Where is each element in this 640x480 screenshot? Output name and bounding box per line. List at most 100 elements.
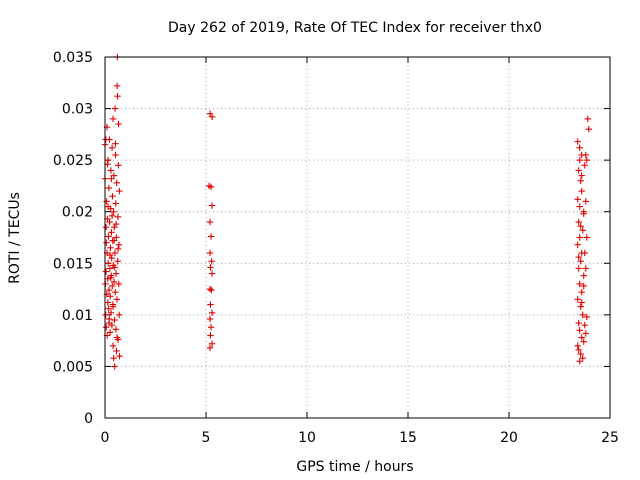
data-point xyxy=(104,156,112,164)
y-tick-label: 0.02 xyxy=(62,205,93,221)
data-point xyxy=(112,200,119,207)
data-point xyxy=(109,342,117,349)
data-point xyxy=(208,309,216,316)
data-point xyxy=(112,140,119,147)
data-point xyxy=(108,254,115,262)
data-point xyxy=(206,344,214,352)
data-point xyxy=(578,151,585,159)
data-point xyxy=(575,167,582,174)
data-point xyxy=(109,303,117,310)
data-point xyxy=(207,183,215,191)
data-point xyxy=(106,136,113,143)
y-tick-label: 0.01 xyxy=(62,308,93,324)
data-point xyxy=(114,213,122,221)
data-point xyxy=(583,234,590,241)
data-point xyxy=(580,272,587,279)
x-tick-label: 10 xyxy=(298,430,316,446)
data-point xyxy=(105,319,113,327)
data-point xyxy=(207,301,214,308)
data-point xyxy=(574,296,581,303)
data-point xyxy=(112,288,119,296)
data-point xyxy=(107,293,114,300)
data-point xyxy=(576,358,583,365)
data-point xyxy=(106,251,114,259)
data-point xyxy=(208,113,216,121)
data-point xyxy=(107,167,115,174)
data-point xyxy=(106,329,114,336)
y-tick-label: 0.03 xyxy=(62,102,93,118)
data-point xyxy=(208,286,215,294)
data-point xyxy=(110,208,117,215)
data-point xyxy=(582,265,589,272)
data-point xyxy=(103,324,110,331)
data-point xyxy=(112,326,120,333)
data-point xyxy=(114,92,121,100)
y-tick-label: 0.035 xyxy=(53,50,93,66)
data-point xyxy=(207,264,214,271)
data-point xyxy=(111,316,118,324)
x-axis-label: GPS time / hours xyxy=(296,459,413,475)
data-point xyxy=(576,234,583,241)
data-point xyxy=(105,286,113,294)
data-point xyxy=(579,227,586,234)
data-point xyxy=(206,315,214,323)
data-point xyxy=(108,229,115,236)
x-tick-label: 0 xyxy=(101,430,110,446)
data-point xyxy=(207,332,214,339)
data-point xyxy=(577,258,584,265)
data-point xyxy=(105,233,112,240)
data-point xyxy=(110,237,118,244)
data-point xyxy=(113,347,120,355)
x-tick-label: 20 xyxy=(500,430,518,446)
data-point xyxy=(575,265,582,272)
x-tick-label: 15 xyxy=(399,430,417,446)
y-axis-label: ROTI / TECUs xyxy=(7,192,23,284)
data-point xyxy=(585,126,592,133)
data-point xyxy=(583,156,590,164)
data-point xyxy=(108,212,116,220)
data-point xyxy=(578,172,585,179)
data-point xyxy=(115,280,122,288)
data-point xyxy=(104,299,112,306)
data-point xyxy=(575,346,582,354)
data-point xyxy=(109,115,117,123)
data-point xyxy=(107,274,114,281)
grid-lines xyxy=(105,57,610,418)
data-point xyxy=(574,196,581,203)
data-point xyxy=(109,193,116,200)
data-point xyxy=(208,340,216,347)
data-point xyxy=(206,285,214,293)
data-point xyxy=(578,288,585,296)
data-point xyxy=(106,265,114,272)
data-point xyxy=(584,115,591,123)
data-point xyxy=(110,278,118,286)
y-tick-label: 0 xyxy=(84,411,93,427)
data-point xyxy=(103,198,110,205)
data-point xyxy=(580,338,587,345)
data-point xyxy=(207,233,215,240)
data-point xyxy=(103,239,110,246)
data-point xyxy=(115,311,123,319)
data-point xyxy=(207,324,215,331)
data-point xyxy=(576,203,583,210)
chart-title: Day 262 of 2019, Rate Of TEC Index for r… xyxy=(168,20,542,36)
x-tick-label: 5 xyxy=(202,430,211,446)
y-tick-label: 0.005 xyxy=(53,359,93,375)
data-point xyxy=(109,282,116,290)
data-point xyxy=(578,334,585,341)
data-point xyxy=(576,327,583,334)
data-point xyxy=(579,354,586,362)
data-point xyxy=(574,342,581,349)
data-point xyxy=(575,218,582,226)
data-point xyxy=(111,264,118,271)
data-point xyxy=(208,258,215,265)
data-point xyxy=(576,280,583,288)
data-point xyxy=(111,249,119,257)
data-point xyxy=(102,311,109,319)
data-point xyxy=(116,187,123,195)
data-point xyxy=(105,305,112,312)
y-tick-label: 0.015 xyxy=(53,256,93,272)
data-point xyxy=(208,270,216,277)
data-point xyxy=(108,175,115,182)
data-point xyxy=(574,138,581,145)
